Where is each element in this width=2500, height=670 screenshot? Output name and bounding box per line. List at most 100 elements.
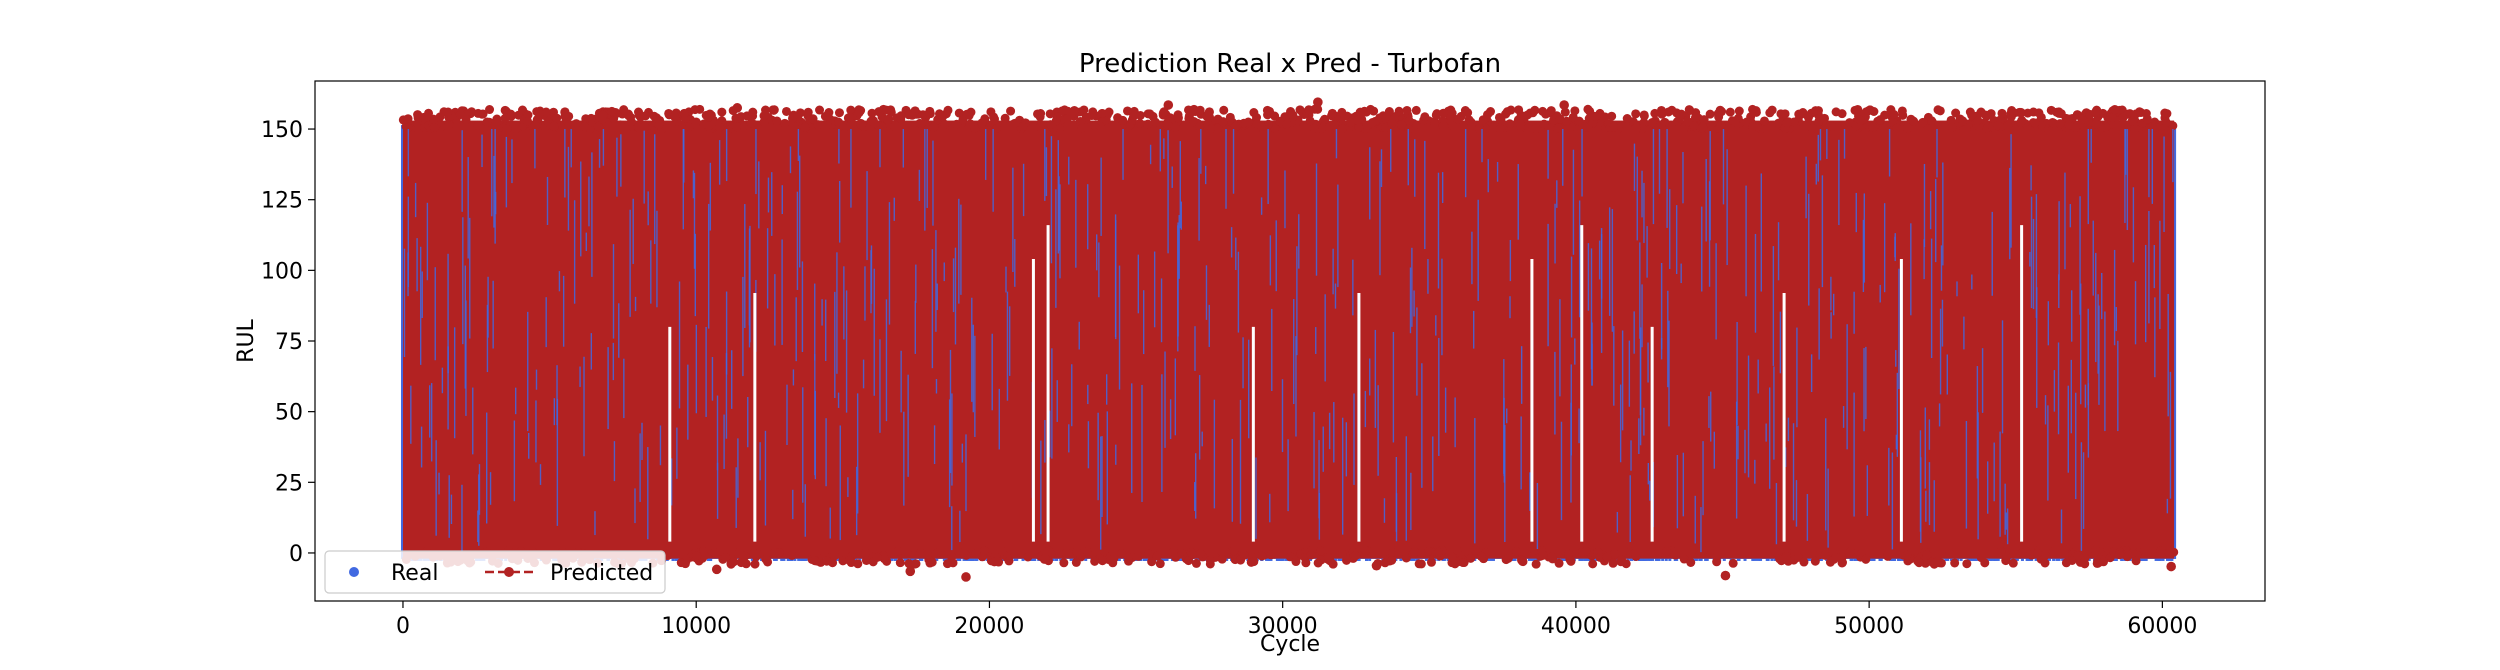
predicted-point [1478, 115, 1488, 125]
predicted-point [1104, 107, 1114, 117]
predicted-point [1355, 107, 1365, 117]
predicted-point [1820, 113, 1830, 123]
predicted-point [1909, 116, 1919, 126]
predicted-point [750, 559, 760, 569]
predicted-point [1861, 554, 1871, 564]
predicted-point [429, 122, 439, 132]
predicted-point [1951, 108, 1961, 118]
predicted-point [1081, 112, 1091, 122]
predicted-point [1438, 108, 1448, 118]
predicted-point [1380, 122, 1390, 132]
predicted-point [1229, 546, 1239, 556]
predicted-point [1316, 546, 1326, 556]
predicted-point [670, 112, 680, 122]
predicted-point [1133, 551, 1143, 561]
legend-box [324, 550, 666, 594]
predicted-point [1040, 553, 1050, 563]
predicted-point [738, 121, 748, 131]
predicted-point [1275, 116, 1285, 126]
predicted-point [1782, 118, 1792, 128]
predicted-point [2142, 114, 2152, 124]
predicted-point [549, 121, 559, 131]
predicted-point [691, 117, 701, 127]
predicted-point [1588, 559, 1598, 569]
predicted-point [1714, 112, 1724, 122]
predicted-point [424, 108, 434, 118]
predicted-point [492, 114, 502, 124]
predicted-point [1371, 560, 1382, 571]
predicted-point [1962, 559, 1972, 569]
predicted-point [1653, 548, 1663, 558]
predicted-point [1351, 551, 1361, 561]
predicted-point [2016, 117, 2026, 127]
predicted-point [825, 114, 835, 124]
predicted-point [918, 110, 928, 120]
predicted-point [1505, 119, 1515, 129]
predicted-point [1369, 106, 1379, 116]
predicted-point [1958, 116, 1968, 126]
predicted-point [1328, 559, 1338, 569]
predicted-point [1243, 117, 1253, 127]
predicted-point [1515, 119, 1525, 129]
predicted-point [649, 111, 659, 121]
predicted-point [789, 110, 799, 120]
data-layer [398, 97, 2179, 582]
predicted-point [1301, 558, 1311, 568]
predicted-point [500, 113, 510, 123]
predicted-point [654, 120, 664, 130]
predicted-point [1631, 123, 1641, 133]
x-axis-label: Cycle [1260, 632, 1320, 657]
predicted-point [1712, 557, 1722, 567]
predicted-point [1715, 105, 1725, 115]
predicted-point [741, 559, 751, 569]
predicted-point [473, 120, 483, 130]
predicted-point [1803, 113, 1813, 123]
predicted-point [1239, 550, 1249, 560]
predicted-point [1748, 104, 1758, 114]
predicted-point [1309, 123, 1319, 133]
y-tick-label: 0 [289, 542, 303, 567]
predicted-point [1170, 122, 1180, 132]
x-tick-label: 20000 [954, 614, 1024, 639]
predicted-point [1097, 108, 1107, 118]
predicted-point [1466, 117, 1476, 127]
predicted-point [1036, 109, 1046, 119]
predicted-point [1845, 118, 1855, 128]
predicted-point [1600, 112, 1610, 122]
y-tick-label: 150 [261, 118, 303, 143]
predicted-point [1313, 104, 1323, 114]
predicted-point [748, 107, 758, 117]
predicted-point [1163, 119, 1173, 129]
x-axis: 0 10000 20000 30000 40000 50000 60000 [396, 601, 2197, 639]
predicted-point [1530, 105, 1540, 115]
predicted-point [1538, 106, 1548, 116]
predicted-point [1452, 545, 1462, 555]
predicted-point [1531, 124, 1541, 134]
predicted-point [1831, 553, 1841, 563]
predicted-point [1695, 549, 1705, 559]
predicted-point [916, 119, 926, 129]
predicted-point [1431, 110, 1441, 120]
predicted-point [2164, 548, 2174, 558]
predicted-point [1173, 113, 1183, 123]
predicted-point [1320, 114, 1330, 124]
predicted-point [1837, 109, 1847, 119]
predicted-point [1035, 122, 1045, 132]
predicted-point [1402, 105, 1412, 115]
predicted-point [1554, 558, 1564, 568]
predicted-point [980, 546, 990, 556]
predicted-point [1547, 552, 1557, 562]
predicted-point [1810, 556, 1820, 566]
predicted-point [2049, 546, 2059, 556]
predicted-point [2114, 550, 2124, 560]
predicted-point [733, 113, 743, 123]
predicted-point [2033, 548, 2043, 558]
predicted-point [1286, 107, 1296, 117]
predicted-point [502, 124, 512, 134]
predicted-point [1608, 558, 1618, 568]
predicted-point [1771, 547, 1781, 557]
predicted-point [925, 558, 935, 568]
predicted-point [1997, 108, 2007, 118]
predicted-point [1914, 558, 1924, 568]
predicted-point [1424, 546, 1434, 556]
